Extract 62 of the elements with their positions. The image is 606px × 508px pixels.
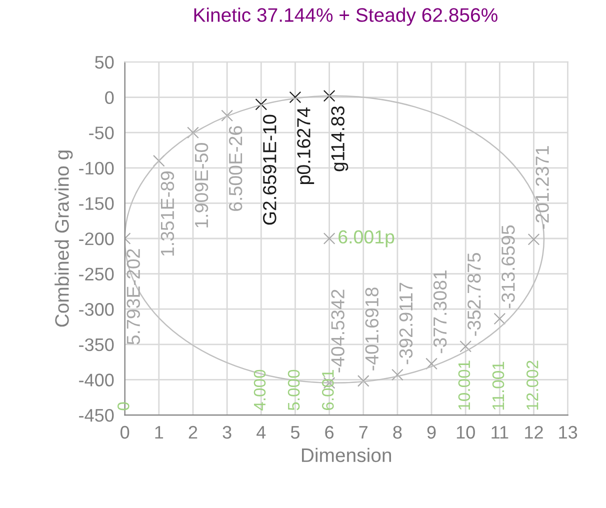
y-tick-label: -300 — [79, 303, 114, 316]
chart-title: Kinetic 37.144% + Steady 62.856% — [194, 8, 498, 26]
point — [357, 374, 370, 387]
x-tick-label: 9 — [427, 426, 436, 439]
data-label: -377.3081 — [433, 270, 447, 354]
y-tick-label: -200 — [79, 232, 114, 246]
point — [255, 98, 268, 110]
y-tick-label: -150 — [79, 197, 114, 210]
y-tick-label: 50 — [95, 56, 114, 69]
x-tick-label: 13 — [559, 426, 578, 439]
data-label: -201.2371 — [536, 146, 549, 229]
annotation: 0 — [118, 402, 130, 410]
annotation: g114.83 — [331, 106, 348, 172]
data-label: -401.6918 — [365, 288, 379, 370]
x-tick-label: 2 — [188, 426, 198, 439]
point — [528, 233, 540, 246]
x-axis-title: Dimension — [302, 448, 391, 462]
point — [221, 110, 233, 122]
x-tick-label: 12 — [525, 426, 543, 439]
annotation: 5.793E-202 — [126, 249, 140, 344]
y-tick-label: -350 — [79, 338, 114, 352]
x-tick-label: 8 — [393, 426, 402, 439]
y-tick-label: -450 — [79, 408, 114, 422]
data-label: -313.6595 — [502, 225, 515, 308]
x-tick-label: 1 — [155, 426, 164, 439]
x-tick-label: 7 — [359, 426, 368, 439]
annotation: 5.000 — [288, 370, 300, 410]
x-tick-label: 11 — [492, 426, 508, 439]
point — [289, 91, 302, 104]
x-tick-label: 5 — [290, 426, 300, 439]
point — [426, 358, 438, 370]
point — [323, 232, 336, 244]
point — [494, 312, 506, 325]
annotation: 11.001 — [492, 362, 504, 410]
x-tick-label: 6 — [325, 426, 334, 439]
x-tick-label: 0 — [120, 426, 130, 439]
data-label: -392.9117 — [399, 282, 413, 364]
point — [392, 368, 404, 381]
annotation: 10.001 — [458, 360, 470, 410]
point — [187, 126, 199, 139]
y-tick-label: -50 — [89, 126, 114, 140]
point — [460, 340, 472, 352]
data-label: -352.7875 — [467, 253, 481, 336]
annotation: 1.351E-89 — [160, 171, 174, 256]
data-label: -404.5342 — [331, 290, 344, 372]
annotation: p0.16274 — [297, 108, 314, 184]
point — [323, 90, 336, 102]
annotation: G2.6591E-10 — [263, 114, 276, 225]
annotation: 6.001 — [322, 370, 334, 410]
y-tick-label: 0 — [105, 91, 114, 104]
annotation: 6.001p — [338, 230, 394, 248]
y-tick-label: -400 — [79, 374, 114, 386]
x-tick-label: 3 — [222, 426, 232, 439]
y-axis-title: Combined Gravino g — [54, 150, 73, 327]
annotation: 12.002 — [526, 360, 538, 410]
y-tick-label: -250 — [79, 268, 114, 281]
annotation: 1.909E-50 — [194, 143, 208, 228]
annotation: 4.000 — [254, 370, 266, 410]
x-tick-label: 4 — [256, 426, 266, 439]
y-tick-label: -100 — [79, 162, 114, 175]
x-tick-label: 10 — [456, 426, 475, 439]
annotation: 6.500E-26 — [228, 126, 242, 211]
